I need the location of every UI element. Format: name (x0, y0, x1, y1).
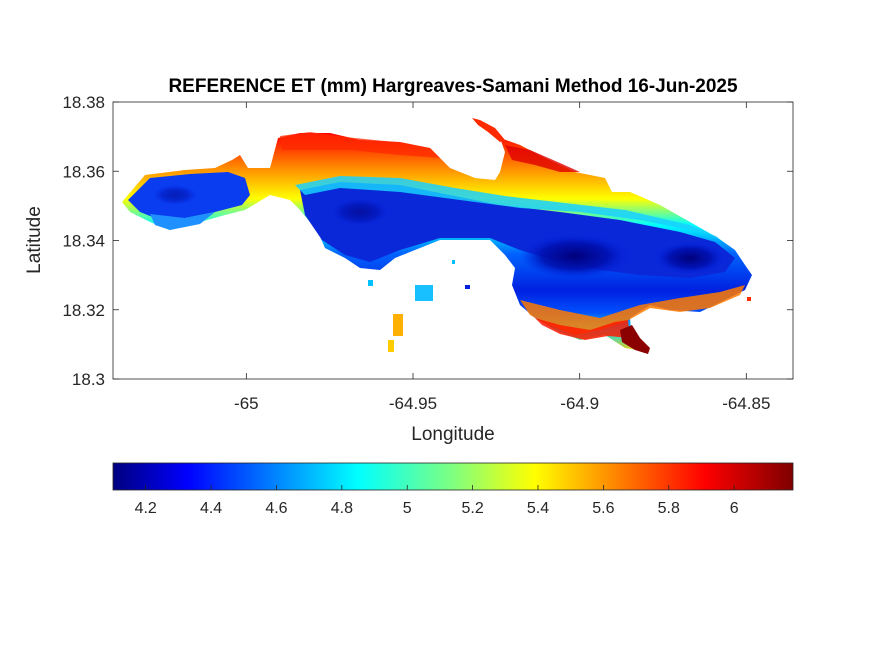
x-axis-label: Longitude (411, 424, 494, 445)
islet-4 (465, 285, 470, 289)
x-tick-label: -64.95 (389, 394, 437, 413)
y-tick-label: 18.34 (62, 232, 105, 251)
y-axis: 18.3 18.32 18.34 18.36 18.38 (62, 93, 793, 389)
y-tick-label: 18.32 (62, 301, 105, 320)
x-tick-label: -64.85 (722, 394, 770, 413)
colorbar-tick-label: 5.6 (592, 500, 614, 517)
x-axis: -65 -64.95 -64.9 -64.85 (234, 102, 770, 413)
y-tick-label: 18.3 (72, 370, 105, 389)
islet-2 (393, 314, 403, 336)
northeast-coast (505, 145, 580, 172)
islet-6 (452, 260, 455, 264)
core-east-2 (655, 242, 725, 274)
colorbar-tick-label: 5.4 (527, 500, 549, 517)
y-tick-label: 18.38 (62, 93, 105, 112)
cay-north (472, 118, 505, 142)
colorbar-tick-label: 4.8 (331, 500, 353, 517)
south-coast (520, 285, 745, 335)
colorbar-ticks: 4.2 4.4 4.6 4.8 5 5.2 5.4 5.6 5.8 6 (135, 485, 739, 517)
island-main (122, 133, 752, 352)
southeast-max (620, 325, 650, 354)
colorbar-tick-label: 5.2 (461, 500, 483, 517)
core-central (330, 198, 390, 226)
colorbar-tick-label: 4.4 (200, 500, 222, 517)
et-field (122, 118, 752, 354)
x-tick-label: -65 (234, 394, 259, 413)
colorbar-tick-label: 5.8 (658, 500, 680, 517)
x-tick-label: -64.9 (560, 394, 599, 413)
colorbar-tick-label: 6 (730, 500, 739, 517)
colorbar (112, 462, 794, 491)
core-west (153, 185, 197, 205)
islet-7 (747, 297, 751, 301)
islet-5 (368, 280, 373, 286)
north-coast (280, 132, 440, 158)
y-axis-label: Latitude (24, 206, 45, 274)
colorbar-tick-label: 4.6 (265, 500, 287, 517)
core-east (520, 234, 630, 278)
west-fringe (150, 212, 215, 230)
map-title: REFERENCE ET (mm) Hargreaves-Samani Meth… (168, 76, 738, 97)
y-tick-label: 18.36 (62, 162, 105, 181)
islet-1 (415, 285, 433, 301)
colorbar-tick-label: 4.2 (135, 500, 157, 517)
north-transition (295, 176, 720, 238)
south-red (535, 318, 630, 340)
islet-3 (388, 340, 394, 352)
colorbar-tick-label: 5 (403, 500, 412, 517)
